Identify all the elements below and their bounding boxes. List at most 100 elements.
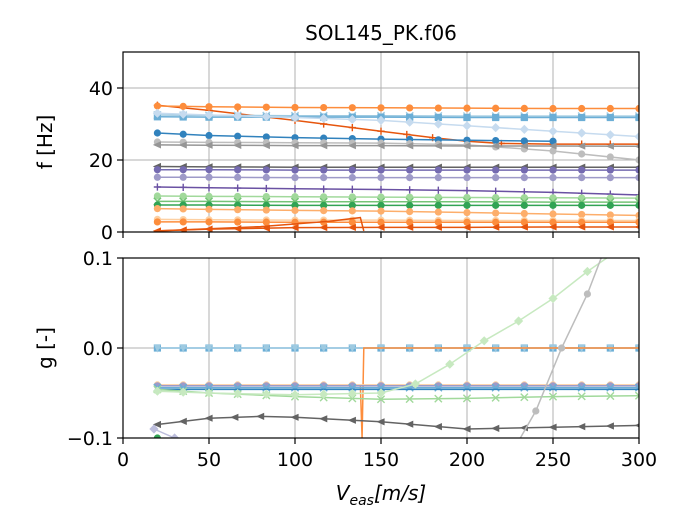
data-point-freq-11-11 (463, 187, 470, 194)
data-point-freq-9-2 (205, 166, 212, 173)
data-point-freq-3-15 (578, 114, 585, 121)
data-point-freq-3-14 (549, 114, 556, 121)
data-point-freq-15-2 (205, 206, 212, 213)
series-line-freq-13 (157, 201, 639, 202)
data-point-freq-9-13 (521, 166, 528, 173)
data-point-freq-10-7 (349, 174, 356, 181)
data-point-freq-9-7 (349, 166, 356, 173)
data-point-freq-17-1 (180, 218, 187, 225)
data-point-freq-11-2 (205, 184, 212, 191)
data-point-freq-9-9 (406, 166, 413, 173)
data-point-freq-4-13 (520, 125, 529, 134)
data-point-freq-14-9 (406, 202, 413, 209)
series-group-damp (149, 245, 642, 450)
data-point-freq-1-16 (607, 105, 614, 112)
data-point-freq-15-11 (463, 209, 470, 216)
data-point-freq-11-7 (349, 186, 356, 193)
x-axis-label: Veas[m/s] (336, 481, 426, 509)
data-point-damp-10-3 (584, 290, 591, 297)
data-point-freq-10-6 (320, 174, 327, 181)
data-point-freq-3-11 (463, 114, 470, 121)
data-point-freq-17-2 (205, 218, 212, 225)
x-axis-label-unit: [m/s] (374, 481, 426, 505)
data-point-freq-15-1 (180, 205, 187, 212)
data-point-freq-11-8 (377, 186, 384, 193)
data-point-freq-15-0 (154, 205, 161, 212)
series-line-freq-8 (157, 166, 639, 167)
data-point-freq-1-10 (435, 104, 442, 111)
data-point-damp-10-2 (558, 344, 565, 351)
data-point-freq-5-3 (234, 133, 241, 140)
data-point-freq-15-12 (492, 209, 499, 216)
series-freq-1 (154, 102, 643, 112)
data-point-freq-9-10 (435, 166, 442, 173)
data-point-freq-11-4 (263, 185, 270, 192)
data-point-freq-11-1 (180, 184, 187, 191)
data-point-freq-11-0 (154, 183, 161, 190)
data-point-freq-9-8 (377, 166, 384, 173)
data-point-freq-14-13 (521, 202, 528, 209)
y-tick-label-freq-0: 0 (101, 222, 113, 244)
series-line-freq-0 (157, 105, 639, 144)
data-point-damp-9-3 (230, 414, 238, 421)
data-point-freq-11-10 (435, 187, 442, 194)
data-point-damp-9-6 (319, 415, 327, 422)
series-line-freq-12 (157, 196, 639, 198)
x-tick-label-3: 150 (363, 449, 399, 471)
data-point-freq-18-3 (233, 225, 241, 232)
data-point-freq-11-5 (291, 185, 298, 192)
data-point-freq-1-9 (406, 104, 413, 111)
series-line-freq-11 (157, 187, 639, 195)
y-tick-label-freq-2: 40 (89, 78, 113, 100)
data-point-freq-4-12 (491, 123, 500, 132)
series-line-freq-7 (157, 145, 639, 146)
series-damp-8 (153, 249, 618, 400)
data-point-freq-14-11 (463, 202, 470, 209)
data-point-freq-17-4 (263, 219, 270, 226)
data-point-freq-14-12 (492, 202, 499, 209)
data-point-freq-9-14 (549, 166, 556, 173)
data-point-freq-15-14 (549, 210, 556, 217)
data-point-freq-15-5 (291, 207, 298, 214)
data-point-freq-4-15 (577, 128, 586, 137)
data-point-freq-0-8 (377, 128, 384, 135)
series-damp-9 (153, 413, 643, 433)
series-line-freq-1 (157, 106, 639, 109)
data-point-freq-1-0 (154, 102, 161, 109)
data-point-freq-6-16 (607, 153, 614, 160)
data-point-damp-9-9 (405, 421, 413, 428)
series-freq-15 (154, 205, 643, 219)
x-tick-label-0: 0 (117, 449, 129, 471)
data-point-freq-3-13 (521, 114, 528, 121)
x-tick-label-6: 300 (621, 449, 657, 471)
data-point-freq-10-16 (607, 174, 614, 181)
data-point-freq-15-7 (349, 207, 356, 214)
y-axis-label-freq: f [Hz] (33, 115, 57, 170)
y-tick-label-damp-2: 0.1 (83, 248, 113, 270)
data-point-freq-9-12 (492, 166, 499, 173)
data-point-freq-9-15 (578, 166, 585, 173)
data-point-freq-1-11 (463, 105, 470, 112)
data-point-damp-10-1 (532, 407, 539, 414)
series-freq-12 (154, 192, 643, 201)
data-point-freq-4-11 (462, 121, 471, 130)
chart-title: SOL145_PK.f06 (305, 21, 457, 45)
x-tick-label-4: 200 (449, 449, 485, 471)
data-point-freq-9-0 (154, 166, 161, 173)
data-point-freq-11-9 (406, 186, 413, 193)
data-point-freq-1-15 (578, 105, 585, 112)
data-point-freq-10-15 (578, 174, 585, 181)
data-point-damp-9-16 (606, 422, 614, 429)
data-point-freq-6-15 (578, 150, 585, 157)
data-point-freq-10-1 (180, 174, 187, 181)
data-point-freq-5-1 (180, 131, 187, 138)
data-point-freq-1-2 (205, 103, 212, 110)
data-point-freq-3-12 (492, 114, 499, 121)
data-point-freq-10-8 (377, 174, 384, 181)
data-point-freq-9-1 (180, 166, 187, 173)
y-tick-label-damp-1: 0.0 (83, 338, 113, 360)
data-point-freq-3-16 (607, 114, 614, 121)
data-point-freq-9-11 (463, 166, 470, 173)
data-point-damp-8-10 (445, 360, 454, 369)
